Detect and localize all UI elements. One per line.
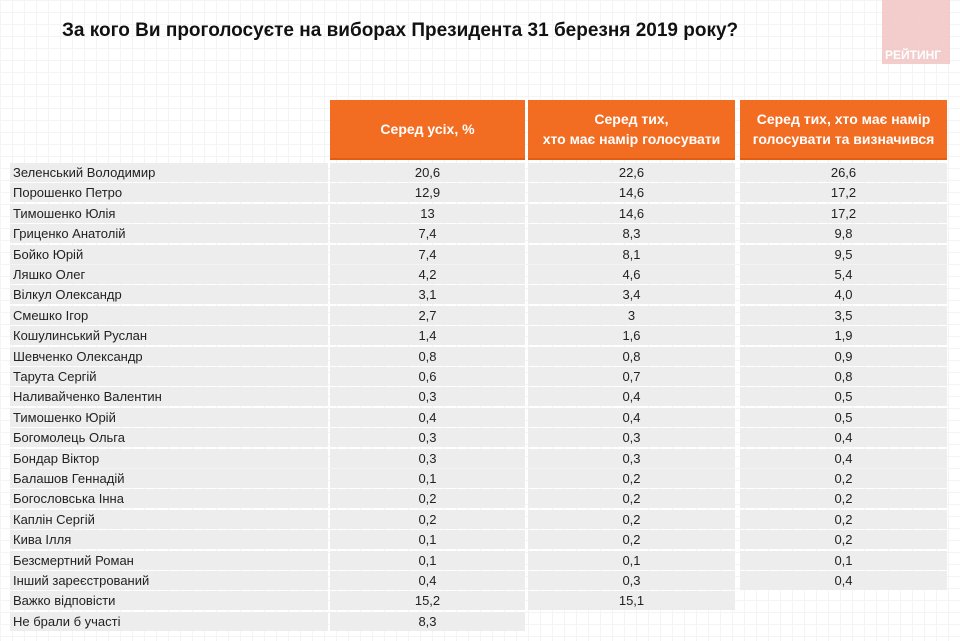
candidate-name: Балашов Геннадій — [10, 469, 328, 488]
value-cell: 3,5 — [740, 305, 947, 325]
value-cell: 17,2 — [740, 183, 947, 203]
value-cell: 17,2 — [740, 203, 947, 223]
page-title: За кого Ви проголосуєте на виборах Прези… — [62, 20, 739, 41]
candidate-name: Наливайченко Валентин — [10, 387, 328, 407]
value-cell: 8,1 — [528, 244, 735, 264]
candidate-name: Порошенко Петро — [10, 183, 328, 203]
value-cell: 0,2 — [330, 489, 525, 509]
candidate-name: Шевченко Олександр — [10, 346, 328, 366]
value-cell: 7,4 — [330, 224, 525, 244]
value-cell: 0,1 — [740, 550, 947, 570]
value-cell: 0,5 — [740, 387, 947, 407]
candidate-name: Зеленський Володимир — [10, 163, 328, 182]
value-cell: 5,4 — [740, 265, 947, 284]
value-cell: 1,6 — [528, 326, 735, 346]
value-cell: 0,3 — [528, 448, 735, 468]
value-cell: 0,2 — [740, 469, 947, 488]
value-cell: 0,1 — [528, 550, 735, 570]
value-cell: 0,5 — [740, 407, 947, 427]
value-cell: 4,6 — [528, 265, 735, 284]
value-cell: 0,6 — [330, 367, 525, 386]
candidate-name: Ляшко Олег — [10, 265, 328, 284]
candidate-name: Кошулинський Руслан — [10, 326, 328, 346]
value-cell: 0,4 — [740, 448, 947, 468]
value-cell: 0,4 — [740, 428, 947, 448]
value-cell: 20,6 — [330, 163, 525, 182]
candidate-name: Не брали б участі — [10, 611, 328, 631]
value-cell: 0,2 — [740, 530, 947, 550]
value-cell: 0,7 — [528, 367, 735, 386]
value-cell: 9,5 — [740, 244, 947, 264]
candidate-name: Тимошенко Юрій — [10, 407, 328, 427]
value-cell: 0,8 — [330, 346, 525, 366]
value-cell: 8,3 — [528, 224, 735, 244]
value-cell: 12,9 — [330, 183, 525, 203]
candidate-name: Смешко Ігор — [10, 305, 328, 325]
candidate-name: Вілкул Олександр — [10, 285, 328, 305]
rating-logo: РЕЙТИНГ — [882, 0, 950, 64]
value-cell: 0,1 — [330, 550, 525, 570]
column-header-voting: Серед тих, хто має намір голосувати — [528, 100, 735, 160]
candidate-name: Тимошенко Юлія — [10, 203, 328, 223]
value-cell: 0,1 — [330, 469, 525, 488]
column-header-decided: Серед тих, хто має намір голосувати та в… — [740, 100, 947, 160]
value-cell: 0,3 — [528, 571, 735, 590]
candidate-name: Безсмертний Роман — [10, 550, 328, 570]
value-cell: 0,1 — [330, 530, 525, 550]
value-cell: 13 — [330, 203, 525, 223]
value-cell: 1,9 — [740, 326, 947, 346]
value-cell: 15,1 — [528, 591, 735, 611]
value-cell: 7,4 — [330, 244, 525, 264]
value-cell: 3,4 — [528, 285, 735, 305]
value-cell: 0,4 — [528, 407, 735, 427]
value-cell: 0,2 — [740, 509, 947, 529]
value-cell: 22,6 — [528, 163, 735, 182]
value-cell: 0,4 — [330, 407, 525, 427]
value-cell: 14,6 — [528, 183, 735, 203]
value-cell: 0,4 — [330, 571, 525, 590]
value-cell: 2,7 — [330, 305, 525, 325]
value-cell: 0,3 — [330, 448, 525, 468]
value-cell: 14,6 — [528, 203, 735, 223]
value-cell: 3,1 — [330, 285, 525, 305]
candidate-name: Важко відповісти — [10, 591, 328, 611]
candidate-name: Інший зареєстрований — [10, 571, 328, 590]
value-cell: 15,2 — [330, 591, 525, 611]
value-cell: 0,3 — [330, 387, 525, 407]
candidate-name: Каплін Сергій — [10, 509, 328, 529]
value-cell: 0,3 — [528, 428, 735, 448]
value-cell: 26,6 — [740, 163, 947, 182]
value-cell: 0,2 — [528, 530, 735, 550]
value-cell: 0,2 — [528, 469, 735, 488]
value-cell: 0,9 — [740, 346, 947, 366]
column-header-all: Серед усіх, % — [330, 100, 525, 160]
value-cell: 9,8 — [740, 224, 947, 244]
value-cell: 0,2 — [330, 509, 525, 529]
value-cell: 0,8 — [528, 346, 735, 366]
value-cell: 4,0 — [740, 285, 947, 305]
value-cell: 0,3 — [330, 428, 525, 448]
candidate-name: Гриценко Анатолій — [10, 224, 328, 244]
value-cell: 3 — [528, 305, 735, 325]
candidate-name: Бойко Юрій — [10, 244, 328, 264]
value-cell: 0,8 — [740, 367, 947, 386]
value-cell: 0,2 — [528, 509, 735, 529]
value-cell: 4,2 — [330, 265, 525, 284]
candidate-name: Кива Ілля — [10, 530, 328, 550]
value-cell: 0,4 — [528, 387, 735, 407]
value-cell: 1,4 — [330, 326, 525, 346]
candidate-name: Богословська Інна — [10, 489, 328, 509]
value-cell: 0,2 — [740, 489, 947, 509]
candidate-name: Бондар Віктор — [10, 448, 328, 468]
value-cell: 8,3 — [330, 611, 525, 631]
candidate-name: Тарута Сергій — [10, 367, 328, 386]
value-cell: 0,2 — [528, 489, 735, 509]
value-cell: 0,4 — [740, 571, 947, 590]
candidate-name: Богомолець Ольга — [10, 428, 328, 448]
